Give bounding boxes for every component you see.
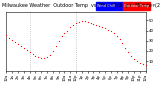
Point (95, 25, 98, 26)
Point (40, 57, 43, 59)
Point (17, 43, 19, 44)
Point (11, 39, 13, 40)
Point (92, 24, 95, 25)
Point (49, 54, 51, 56)
Point (43, 57, 45, 59)
Point (109, 30, 112, 31)
Point (25, 49, 28, 51)
Point (133, 58, 135, 60)
Point (37, 56, 40, 58)
Point (121, 42, 124, 44)
Point (101, 27, 103, 28)
Text: Milwaukee Weather  Outdoor Temp  vs Wind Chill  per Minute  (24 Hours): Milwaukee Weather Outdoor Temp vs Wind C… (2, 3, 160, 8)
Point (139, 62, 141, 64)
Point (75, 23, 77, 24)
Point (23, 47, 25, 49)
Point (28, 51, 31, 53)
Point (57, 40, 60, 41)
Point (14, 41, 16, 42)
Point (60, 35, 63, 36)
Point (115, 35, 118, 36)
Point (20, 45, 22, 47)
Point (144, 65, 147, 66)
Point (89, 23, 92, 24)
Point (31, 53, 34, 55)
Point (66, 30, 69, 31)
Point (124, 47, 127, 49)
Point (34, 55, 37, 57)
Point (86, 22, 89, 23)
Point (107, 29, 109, 30)
Point (78, 22, 80, 23)
Text: Outdoor Temp: Outdoor Temp (124, 4, 149, 8)
Point (52, 50, 54, 52)
Point (141, 64, 144, 65)
Point (127, 51, 129, 53)
Point (5, 34, 8, 35)
Text: °F: °F (152, 4, 156, 8)
Point (130, 55, 132, 57)
Point (104, 28, 106, 29)
Text: Wind Chill: Wind Chill (97, 4, 115, 8)
Point (83, 21, 86, 22)
Point (80, 21, 83, 22)
Point (98, 26, 100, 27)
Point (63, 32, 66, 33)
Point (8, 37, 11, 38)
Point (72, 25, 74, 26)
Point (136, 60, 138, 62)
Point (112, 32, 115, 33)
Point (54, 45, 57, 47)
Point (46, 56, 48, 58)
Point (69, 27, 72, 28)
Point (118, 38, 121, 39)
